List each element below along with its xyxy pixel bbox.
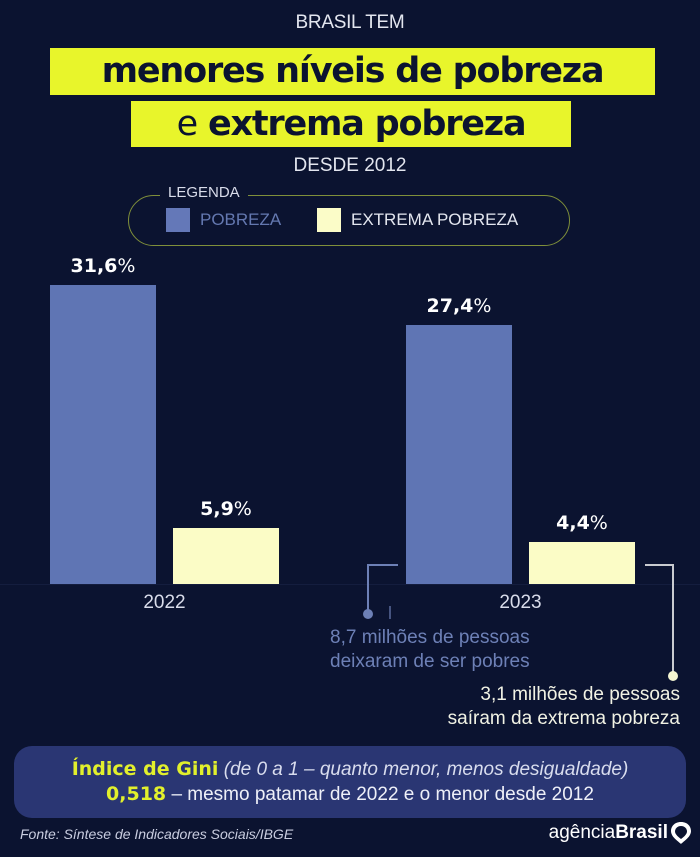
legend-swatch-pobreza	[166, 208, 190, 232]
bar-pobreza-2022	[50, 285, 156, 584]
chart-baseline	[0, 584, 700, 585]
agencia-brasil-logo: agência Brasil	[549, 821, 692, 845]
legend-title: LEGENDA	[160, 184, 248, 201]
connector-dot-extrema	[668, 671, 678, 681]
gini-value: 0,518	[106, 783, 167, 805]
bar-pobreza-2023	[406, 325, 512, 584]
logo-text-bold: Brasil	[615, 822, 668, 843]
source-note: Fonte: Síntese de Indicadores Sociais/IB…	[20, 826, 294, 842]
since-text: DESDE 2012	[293, 155, 407, 176]
kicker-text: BRASIL TEM	[295, 12, 405, 33]
annotation-pobreza-line-1: 8,7 milhões de pessoas	[330, 627, 530, 648]
bar-extrema-pobreza-2023	[529, 542, 635, 584]
headline-line-2: e extrema pobreza	[131, 101, 571, 147]
value-label-pobreza-2023: 27,4%	[426, 295, 492, 317]
legend-swatch-extrema-pobreza	[317, 208, 341, 232]
headline-bold: extrema pobreza	[207, 104, 527, 144]
headline-prefix: e	[176, 104, 199, 144]
annotation-extrema-pobreza: 3,1 milhões de pessoas saíram da extrema…	[448, 683, 680, 731]
x-tick-label-2023: 2023	[499, 592, 542, 613]
logo-text-light: agência	[548, 822, 616, 843]
legend-label-extrema-pobreza: EXTREMA POBREZA	[351, 210, 519, 229]
annotation-extrema-line-2: saíram da extrema pobreza	[447, 708, 680, 729]
annotation-pobreza-line-2: deixaram de ser pobres	[330, 651, 530, 672]
annotation-pobreza: 8,7 milhões de pessoas deixaram de ser p…	[330, 626, 530, 674]
legend-box	[128, 195, 570, 246]
connector-extrema	[645, 564, 674, 675]
gini-description: – mesmo patamar de 2022 e o menor desde …	[171, 784, 594, 805]
value-label-extrema-pobreza-2023: 4,4%	[556, 512, 608, 534]
gini-box: Índice de Gini (de 0 a 1 – quanto menor,…	[14, 746, 686, 818]
value-label-extrema-pobreza-2022: 5,9%	[200, 498, 252, 520]
x-tick-label-2022: 2022	[143, 592, 186, 613]
annotation-extrema-line-1: 3,1 milhões de pessoas	[480, 684, 680, 705]
value-label-pobreza-2022: 31,6%	[70, 255, 136, 277]
connector-pobreza	[367, 564, 398, 614]
map-pin-icon	[671, 822, 691, 844]
headline-line-1: menores níveis de pobreza	[50, 48, 655, 95]
bar-extrema-pobreza-2022	[173, 528, 279, 584]
connector-dot-pobreza	[363, 609, 373, 619]
gini-line-2: 0,518 – mesmo patamar de 2022 e o menor …	[14, 782, 686, 807]
gini-subtitle: (de 0 a 1 – quanto menor, menos desigual…	[223, 759, 629, 780]
gini-line-1: Índice de Gini (de 0 a 1 – quanto menor,…	[14, 757, 686, 782]
gini-title: Índice de Gini	[71, 758, 219, 780]
legend-label-pobreza: POBREZA	[200, 210, 282, 229]
